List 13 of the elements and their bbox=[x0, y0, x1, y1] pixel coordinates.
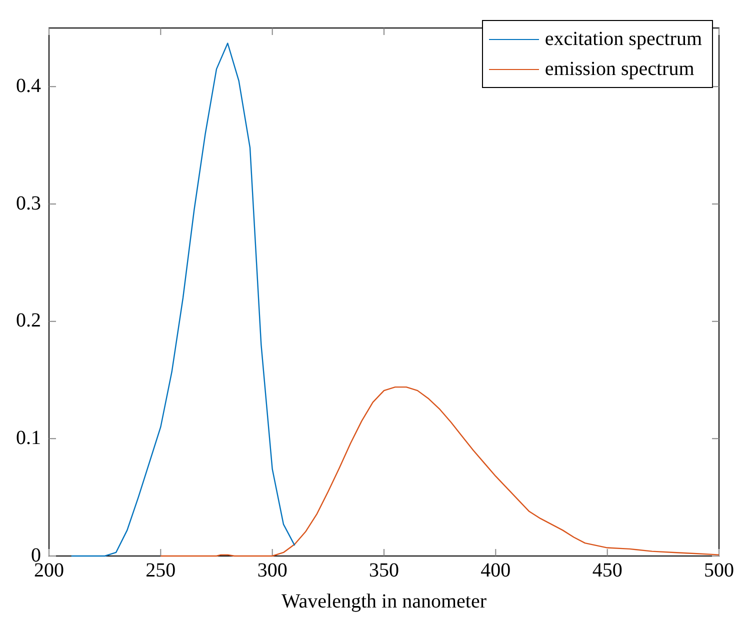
x-axis-title: Wavelength in nanometer bbox=[282, 590, 487, 612]
legend-label: excitation spectrum bbox=[544, 27, 702, 52]
y-tick-label: 0.2 bbox=[16, 310, 41, 332]
x-tick-label: 450 bbox=[592, 559, 622, 582]
y-tick-label: 0.3 bbox=[16, 192, 41, 214]
x-tick-label: 400 bbox=[480, 559, 511, 582]
x-tick-label: 350 bbox=[369, 559, 399, 582]
y-tick-label: 0.1 bbox=[16, 426, 41, 449]
x-tick-label: 250 bbox=[146, 559, 176, 582]
legend-label: emission spectrum bbox=[544, 57, 694, 82]
y-tick-label: 0.4 bbox=[16, 74, 41, 97]
x-tick-label: 500 bbox=[704, 559, 734, 582]
x-tick-label: 300 bbox=[257, 559, 288, 582]
